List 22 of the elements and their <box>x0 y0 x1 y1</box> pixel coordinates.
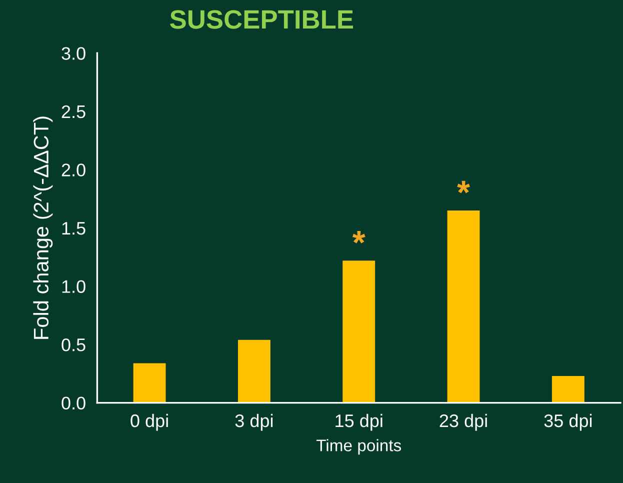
chart-title: SUSCEPTIBLE <box>170 10 354 29</box>
y-tick-label: 0.0 <box>62 396 86 410</box>
y-tick-label: 0.5 <box>62 338 86 352</box>
x-tick-label: 3 dpi <box>235 414 273 431</box>
y-axis-title: Fold change (2^(-ΔΔCT) <box>33 116 53 339</box>
bar <box>447 210 480 403</box>
y-tick-label: 3.0 <box>62 47 86 60</box>
x-tick-label: 15 dpi <box>336 414 382 431</box>
annotation: * <box>457 180 470 194</box>
x-axis-title: Time points <box>316 439 402 455</box>
bar <box>552 376 584 403</box>
y-tick-label: 2.0 <box>62 164 86 176</box>
bar <box>133 363 166 403</box>
y-tick-label: 1.5 <box>62 222 86 235</box>
x-tick-label: 23 dpi <box>440 414 487 431</box>
x-tick-label: 0 dpi <box>130 414 168 431</box>
x-tick-label: 35 dpi <box>544 414 592 431</box>
annotation: * <box>352 231 366 244</box>
y-tick-label: 2.5 <box>62 105 86 118</box>
bar <box>342 260 376 403</box>
bar <box>238 340 270 403</box>
y-tick-label: 1.0 <box>62 280 86 293</box>
